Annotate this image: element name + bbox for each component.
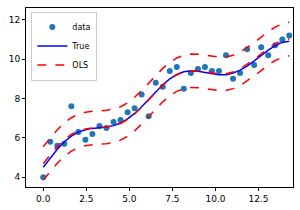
- svg-text:data: data: [72, 23, 90, 32]
- svg-text:0.0: 0.0: [36, 194, 51, 204]
- svg-text:True: True: [71, 42, 89, 51]
- svg-text:8: 8: [14, 94, 20, 104]
- svg-text:5.0: 5.0: [122, 194, 137, 204]
- svg-text:6: 6: [14, 133, 20, 143]
- svg-text:10: 10: [9, 54, 21, 64]
- svg-text:2.5: 2.5: [79, 194, 93, 204]
- svg-text:12.5: 12.5: [249, 194, 269, 204]
- svg-text:OLS: OLS: [72, 61, 88, 70]
- svg-text:12: 12: [9, 15, 20, 25]
- svg-text:7.5: 7.5: [165, 194, 179, 204]
- svg-text:4: 4: [14, 172, 20, 182]
- svg-text:10.0: 10.0: [205, 194, 225, 204]
